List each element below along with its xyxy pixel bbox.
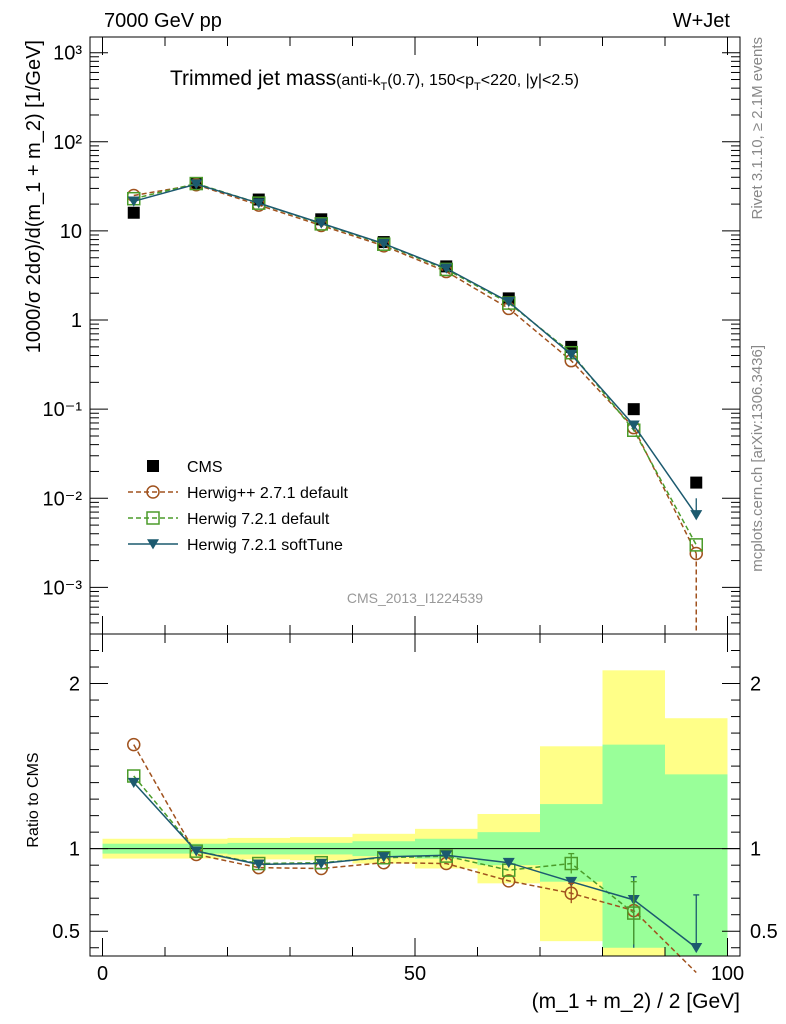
main-point-cms bbox=[627, 403, 640, 416]
ratio-ytick-label-left: 2 bbox=[69, 674, 80, 696]
main-ytick-label: 10⁻¹ bbox=[43, 399, 83, 421]
main-point-softtune bbox=[565, 349, 578, 360]
legend-label-cms: CMS bbox=[187, 459, 223, 476]
chart-title: Trimmed jet mass(anti-kT(0.7), 150<pT<22… bbox=[170, 67, 579, 93]
main-point-herwig721 bbox=[252, 196, 266, 210]
ratio-xlabel: (m_1 + m_2) / 2 [GeV] bbox=[532, 990, 740, 1013]
ratio-point-herwigpp bbox=[127, 737, 141, 752]
main-point-softtune bbox=[190, 179, 203, 190]
legend-marker-herwigpp bbox=[146, 485, 160, 499]
ratio-panel: 0.5 0.5 1 1 2 2 0 50 100 Ratio to CMS (m_1 + m_2… bbox=[25, 633, 778, 1013]
main-ytick-label: 10⁻² bbox=[43, 488, 83, 510]
main-point-cms bbox=[127, 206, 140, 219]
legend-label-softtune: Herwig 7.2.1 softTune bbox=[187, 537, 343, 554]
title-sub-5: <220, |y|<2.5) bbox=[481, 72, 579, 89]
main-point-softtune bbox=[690, 510, 703, 521]
main-point-herwig721 bbox=[439, 262, 453, 277]
title-sub-4: T bbox=[474, 81, 481, 93]
ratio-point-softtune bbox=[127, 777, 140, 789]
ratio-point-softtune bbox=[315, 858, 328, 869]
main-panel: 10⁻³ 10⁻² 10⁻¹ 1 10 10² 10³ Trimmed jet mass(a… bbox=[23, 36, 741, 635]
main-point-herwigpp bbox=[689, 546, 703, 561]
rivet-label: Rivet 3.1.10, ≥ 2.1M events bbox=[749, 37, 766, 220]
ratio-ytick-label-right: 0.5 bbox=[750, 921, 778, 943]
main-line-herwigpp bbox=[133, 183, 697, 554]
ratio-ytick-label-left: 0.5 bbox=[52, 921, 80, 943]
main-point-softtune bbox=[252, 198, 265, 209]
watermark: CMS_2013_I1224539 bbox=[347, 590, 483, 606]
ratio-ylabel: Ratio to CMS bbox=[25, 752, 42, 847]
ratio-ytick-label-right: 2 bbox=[750, 674, 761, 696]
header-left: 7000 GeV pp bbox=[104, 10, 222, 32]
ratio-point-softtune bbox=[377, 852, 390, 863]
ratio-xtick-label: 50 bbox=[404, 963, 426, 985]
main-point-softtune bbox=[315, 218, 328, 229]
header-right: W+Jet bbox=[673, 10, 731, 32]
main-point-herwig721 bbox=[314, 217, 328, 231]
ratio-point-softtune bbox=[190, 846, 203, 857]
ratio-ytick-label-left: 1 bbox=[69, 839, 80, 861]
ratio-line-softtune bbox=[133, 782, 697, 949]
ratio-point-herwigpp bbox=[502, 874, 516, 888]
ratio-point-softtune bbox=[440, 850, 453, 861]
main-ytick-label: 10² bbox=[53, 132, 82, 154]
ratio-point-softtune bbox=[252, 859, 265, 870]
main-ytick-label: 1 bbox=[71, 310, 82, 332]
main-point-herwig721 bbox=[189, 176, 203, 191]
title-sub-2: T bbox=[381, 81, 388, 93]
title-main: Trimmed jet mass bbox=[170, 67, 336, 90]
main-series-softtune bbox=[127, 179, 703, 521]
main-point-softtune bbox=[377, 238, 390, 250]
main-point-softtune bbox=[440, 263, 453, 274]
main-ytick-label: 10 bbox=[60, 221, 82, 243]
ratio-point-softtune bbox=[502, 857, 515, 869]
main-ytick-label: 10⁻³ bbox=[43, 577, 83, 599]
main-ylabel: 1000/σ 2dσ)/d(m_1 + m_2) [1/GeV] bbox=[23, 40, 45, 353]
title-sub-1: (anti-k bbox=[336, 72, 381, 89]
legend-marker-cms bbox=[147, 460, 159, 472]
ratio-series-softtune bbox=[127, 777, 703, 954]
legend-marker-softtune bbox=[147, 539, 159, 550]
ratio-line-herwigpp bbox=[133, 744, 697, 974]
mcplots-label: mcplots.cern.ch [arXiv:1306.3436] bbox=[749, 345, 766, 572]
main-point-herwig721 bbox=[377, 237, 391, 251]
main-series-herwigpp bbox=[127, 177, 703, 561]
legend-marker-herwig721 bbox=[146, 511, 160, 525]
ratio-ytick-label-right: 1 bbox=[750, 839, 761, 861]
ratio-point-softtune bbox=[565, 876, 578, 888]
ratio-xtick-label: 0 bbox=[97, 963, 108, 985]
main-point-softtune bbox=[627, 420, 640, 431]
main-point-softtune bbox=[502, 297, 515, 308]
main-line-softtune bbox=[133, 183, 697, 516]
main-point-herwig721 bbox=[689, 538, 703, 552]
legend-label-herwigpp: Herwig++ 2.7.1 default bbox=[187, 485, 349, 502]
main-point-softtune bbox=[127, 196, 140, 207]
legend-label-herwig721: Herwig 7.2.1 default bbox=[187, 511, 330, 528]
main-point-cms bbox=[690, 476, 703, 489]
main-ytick-label: 10³ bbox=[53, 43, 82, 65]
title-sub-3: (0.7), 150<p bbox=[387, 72, 474, 89]
ratio-xtick-label: 100 bbox=[711, 963, 744, 985]
ratio-frame bbox=[89, 633, 741, 957]
legend: CMS Herwig++ 2.7.1 default Herwig 7.2.1 de… bbox=[128, 459, 349, 554]
ratio-point-herwig721 bbox=[189, 844, 203, 858]
main-series-cms bbox=[127, 177, 703, 489]
